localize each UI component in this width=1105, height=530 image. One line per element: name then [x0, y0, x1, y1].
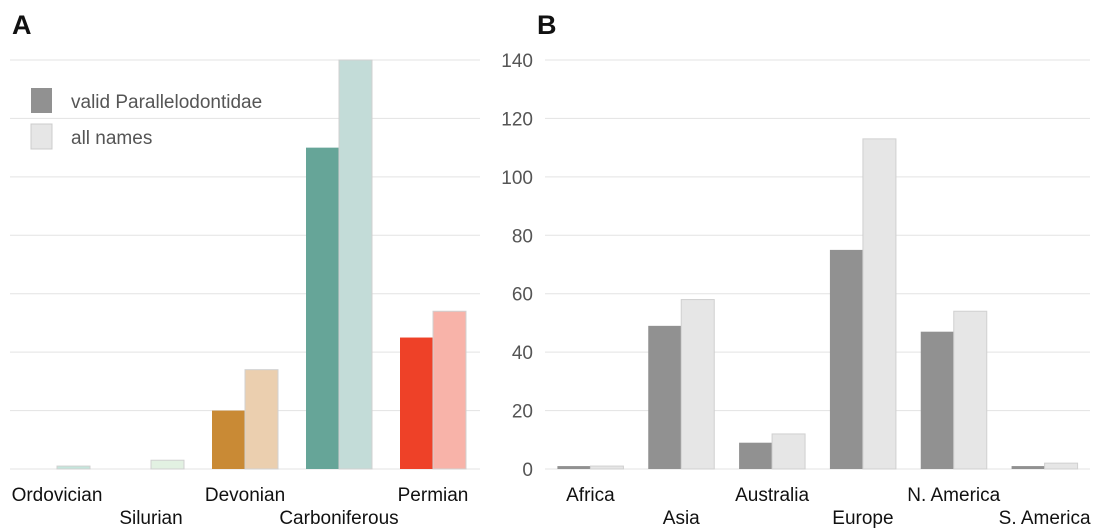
panel-b-chart: B 0 20 40 60 80 100 120 140 Africa Asia Australia…	[501, 10, 1091, 529]
y-tick-label: 0	[522, 460, 533, 481]
bar-valid-australia	[739, 442, 773, 469]
bar-all-asia	[680, 299, 715, 470]
bar-valid-europe	[829, 249, 863, 469]
bar-all-australia	[771, 433, 806, 470]
panel-b-gridlines	[545, 59, 1090, 470]
bar-valid-n-america	[920, 331, 954, 469]
bar-valid-permian	[400, 337, 433, 469]
bar-all-silurian	[150, 459, 185, 470]
category-label: Permian	[398, 485, 469, 506]
category-label: Asia	[663, 508, 700, 529]
bar-valid-devonian	[212, 410, 245, 469]
legend-swatch-all	[30, 123, 53, 150]
y-tick-label: 40	[512, 343, 533, 364]
bar-all-s-america	[1044, 462, 1079, 470]
category-label: Devonian	[205, 485, 285, 506]
bar-all-europe	[862, 138, 897, 470]
bar-all-africa	[589, 465, 624, 470]
category-label: Africa	[566, 485, 615, 506]
bar-valid-africa	[557, 466, 591, 469]
y-tick-label: 140	[501, 51, 533, 72]
bar-all-ordovician	[56, 465, 91, 470]
bar-all-permian	[432, 310, 467, 470]
category-label: N. America	[907, 485, 1000, 506]
category-label: Australia	[735, 485, 809, 506]
y-tick-label: 80	[512, 226, 533, 247]
bar-valid-carboniferous	[306, 147, 339, 469]
category-label: Europe	[832, 508, 893, 529]
panel-b-bars	[557, 138, 1079, 470]
panel-a-letter: A	[12, 10, 32, 40]
category-label: Carboniferous	[279, 508, 398, 529]
legend-label-valid: valid Parallelodontidae	[71, 92, 262, 113]
panel-a-category-labels: Ordovician Silurian DevonianCarboniferousP…	[12, 485, 469, 529]
panel-b-letter: B	[537, 10, 557, 40]
legend: valid Parallelodontidae all names	[30, 88, 262, 150]
legend-swatch-valid	[31, 88, 52, 113]
panel-a-chart: A Ordovician Silurian DevonianCarboniferou…	[10, 10, 480, 529]
panel-a-gridlines	[10, 59, 480, 470]
y-tick-label: 100	[501, 168, 533, 189]
y-tick-label: 20	[512, 402, 533, 423]
y-tick-label: 60	[512, 285, 533, 306]
category-label: S. America	[999, 508, 1091, 529]
bar-all-n-america	[953, 310, 988, 470]
panel-b-y-axis-ticks: 0 20 40 60 80 100 120 140	[501, 51, 533, 481]
category-label: Silurian	[119, 508, 182, 529]
legend-label-all: all names	[71, 128, 152, 149]
bar-all-devonian	[244, 369, 279, 470]
category-label: Ordovician	[12, 485, 103, 506]
bar-all-carboniferous	[338, 59, 373, 470]
bar-valid-asia	[648, 325, 682, 469]
panel-a-bars	[56, 59, 467, 470]
y-tick-label: 120	[501, 109, 533, 130]
bar-valid-s-america	[1011, 466, 1045, 469]
